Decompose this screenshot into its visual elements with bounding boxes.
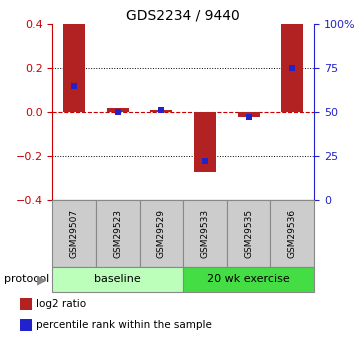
Text: ▶: ▶ (37, 273, 46, 286)
Text: GSM29535: GSM29535 (244, 209, 253, 258)
Text: GSM29507: GSM29507 (70, 209, 79, 258)
Bar (19, 319, 32, 331)
Text: log2 ratio: log2 ratio (36, 299, 87, 309)
Bar (63, 24, 85, 112)
Bar (183, 267, 314, 292)
Bar (52, 267, 183, 292)
Text: 20 wk exercise: 20 wk exercise (207, 275, 290, 284)
Text: GSM29533: GSM29533 (200, 209, 209, 258)
Bar (270, 200, 314, 267)
Text: percentile rank within the sample: percentile rank within the sample (36, 320, 212, 330)
Bar (52, 200, 96, 267)
Title: GDS2234 / 9440: GDS2234 / 9440 (126, 9, 240, 23)
Bar (96, 200, 140, 267)
Bar (140, 200, 183, 267)
Text: GSM29536: GSM29536 (288, 209, 297, 258)
Bar (194, 112, 216, 171)
Text: GSM29529: GSM29529 (157, 209, 166, 258)
Text: GSM29523: GSM29523 (113, 209, 122, 258)
Bar (107, 108, 129, 112)
Text: protocol: protocol (4, 275, 49, 284)
Bar (238, 112, 260, 117)
Text: baseline: baseline (94, 275, 141, 284)
Bar (183, 200, 227, 267)
Bar (281, 24, 303, 112)
Bar (227, 200, 270, 267)
Bar (19, 298, 32, 310)
Bar (151, 110, 172, 112)
